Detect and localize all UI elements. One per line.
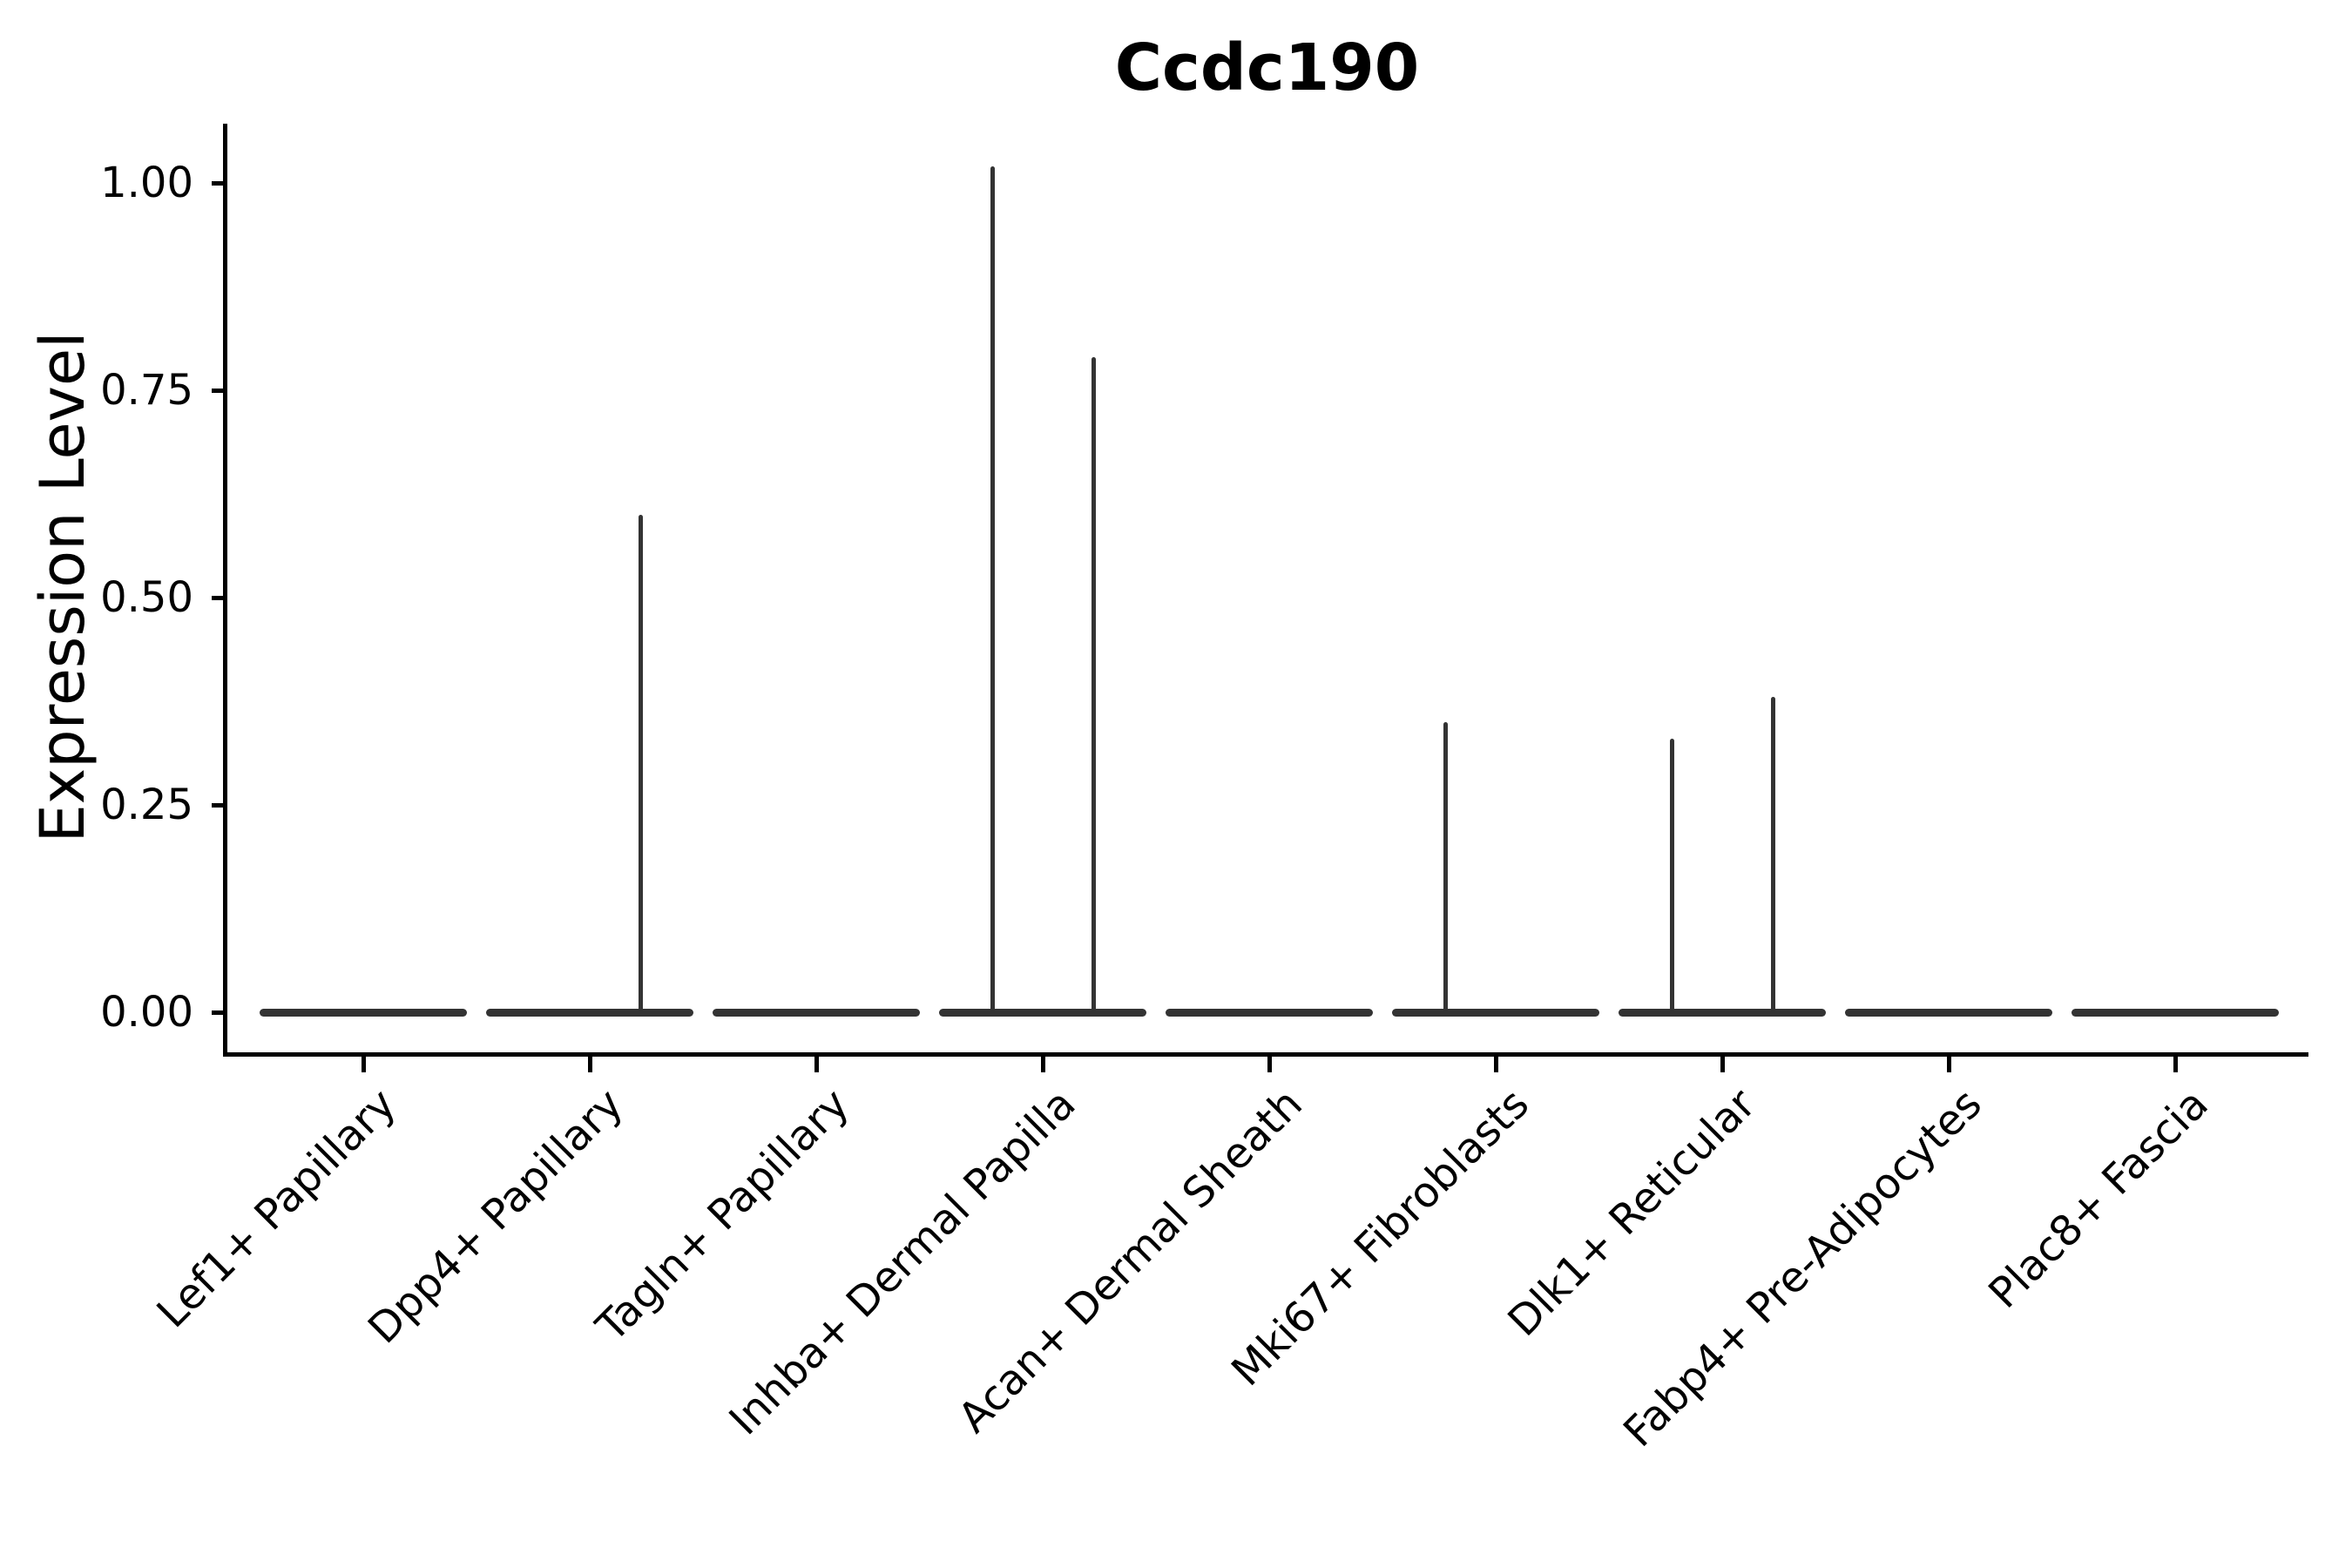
plot-title: Ccdc190 bbox=[1114, 30, 1420, 105]
y-tick-label: 1.00 bbox=[100, 159, 193, 207]
violin-baseline bbox=[939, 1008, 1146, 1017]
y-tick-label: 0.75 bbox=[100, 366, 193, 415]
x-tick-label: Dlk1+ Reticular bbox=[1498, 1079, 1765, 1346]
y-tick-label: 0.00 bbox=[100, 988, 193, 1037]
violin-spike bbox=[638, 514, 643, 1012]
x-tick-mark bbox=[362, 1057, 366, 1072]
violin-baseline bbox=[1619, 1008, 1826, 1017]
x-axis-spine bbox=[223, 1052, 2308, 1057]
violin-baseline bbox=[2072, 1008, 2279, 1017]
y-tick-mark bbox=[212, 596, 226, 600]
x-tick-label: Tagln+ Papillary bbox=[587, 1079, 859, 1351]
y-tick-label: 0.25 bbox=[100, 781, 193, 829]
x-tick-label: Lef1+ Papillary bbox=[147, 1079, 406, 1338]
x-tick-label: Fabp4+ Pre-Adipocytes bbox=[1614, 1079, 1991, 1456]
violin-baseline bbox=[486, 1008, 693, 1017]
x-tick-mark bbox=[2173, 1057, 2178, 1072]
y-axis-spine bbox=[223, 124, 227, 1057]
x-tick-mark bbox=[1720, 1057, 1725, 1072]
violin-baseline bbox=[713, 1008, 920, 1017]
y-tick-mark bbox=[212, 803, 226, 808]
y-tick-label: 0.50 bbox=[100, 573, 193, 622]
violin-spike bbox=[1091, 356, 1096, 1012]
x-tick-mark bbox=[1267, 1057, 1272, 1072]
violin-baseline bbox=[260, 1008, 467, 1017]
violin-spike bbox=[1669, 738, 1674, 1012]
violin-spike bbox=[990, 166, 995, 1012]
violin-spike bbox=[1443, 721, 1448, 1012]
violin-baseline bbox=[1166, 1008, 1373, 1017]
x-tick-mark bbox=[814, 1057, 819, 1072]
violin-baseline bbox=[1392, 1008, 1599, 1017]
y-tick-mark bbox=[212, 181, 226, 186]
x-tick-mark bbox=[1041, 1057, 1045, 1072]
violin-spike bbox=[1770, 697, 1775, 1012]
x-tick-mark bbox=[1494, 1057, 1498, 1072]
x-tick-mark bbox=[588, 1057, 592, 1072]
violin-baseline bbox=[1845, 1008, 2052, 1017]
x-tick-mark bbox=[1947, 1057, 1951, 1072]
y-tick-mark bbox=[212, 1010, 226, 1015]
y-tick-mark bbox=[212, 389, 226, 393]
x-tick-label: Plac8+ Fascia bbox=[1979, 1079, 2218, 1318]
